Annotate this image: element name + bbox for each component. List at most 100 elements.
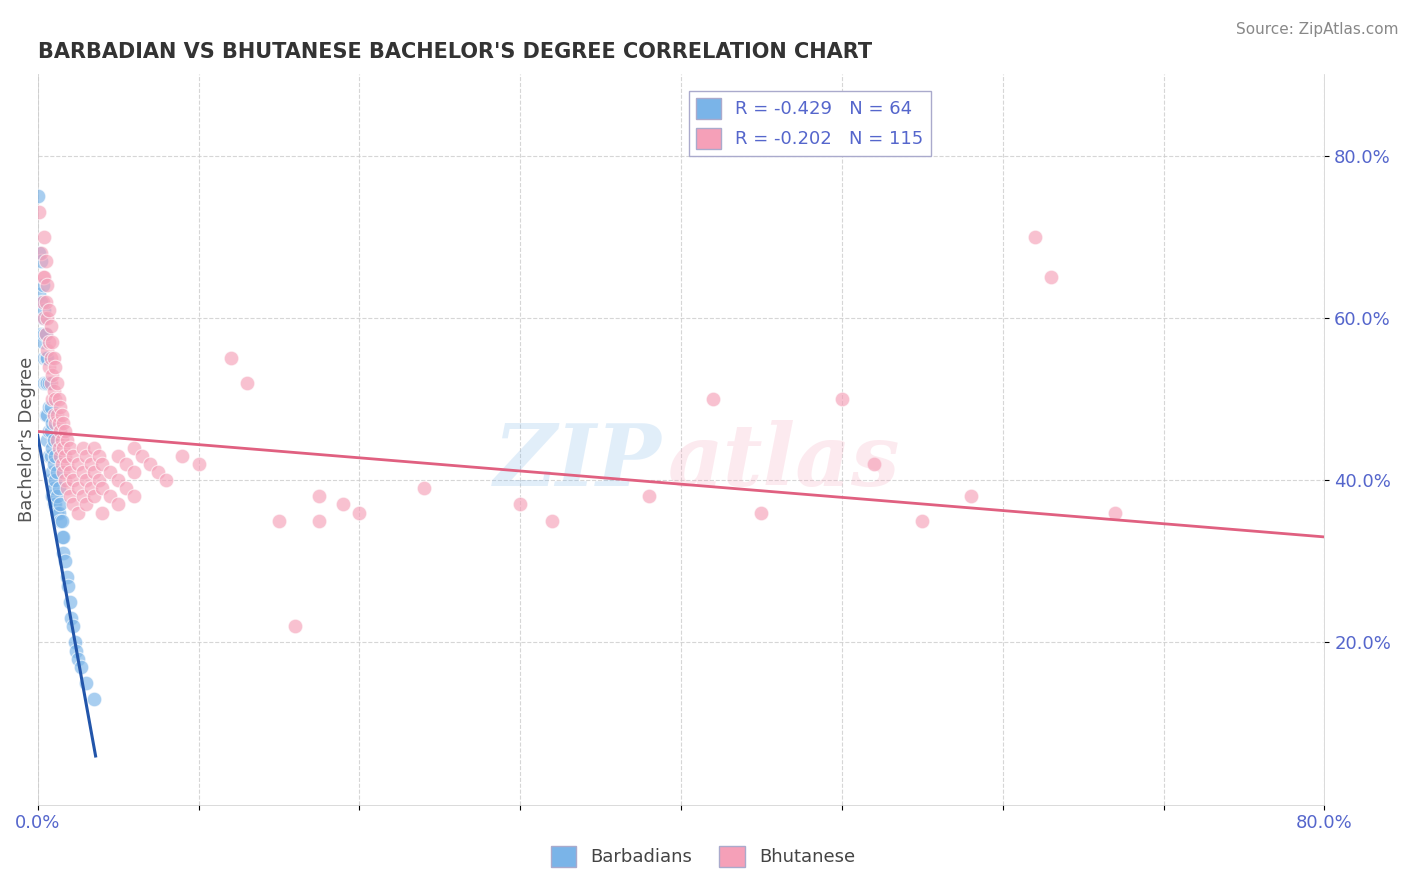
Point	[46, 408, 69, 422]
Point	[55, 457, 77, 471]
Point	[30, 327, 52, 342]
Point	[115, 457, 138, 471]
Point	[107, 449, 129, 463]
Point	[80, 481, 103, 495]
Point	[91, 457, 114, 471]
Point	[75, 449, 97, 463]
Point	[72, 465, 94, 479]
Point	[72, 441, 94, 455]
Point	[91, 506, 114, 520]
Point	[28, 286, 51, 301]
Point	[35, 327, 58, 342]
Point	[31, 310, 53, 325]
Point	[59, 595, 82, 609]
Point	[412, 481, 434, 495]
Point	[51, 433, 73, 447]
Point	[87, 449, 110, 463]
Point	[236, 376, 259, 390]
Point	[30, 246, 52, 260]
Point	[35, 408, 58, 422]
Point	[32, 310, 55, 325]
Point	[44, 417, 66, 431]
Point	[30, 294, 52, 309]
Point	[52, 417, 75, 431]
Point	[1039, 270, 1062, 285]
Point	[863, 457, 886, 471]
Point	[32, 376, 55, 390]
Point	[39, 376, 62, 390]
Point	[911, 514, 934, 528]
Point	[638, 489, 661, 503]
Point	[44, 498, 66, 512]
Point	[51, 457, 73, 471]
Point	[55, 481, 77, 495]
Point	[31, 278, 53, 293]
Point	[39, 318, 62, 333]
Point	[59, 441, 82, 455]
Point	[53, 554, 76, 568]
Point	[91, 481, 114, 495]
Point	[66, 651, 89, 665]
Point	[62, 498, 84, 512]
Point	[35, 294, 58, 309]
Point	[702, 392, 724, 406]
Text: Source: ZipAtlas.com: Source: ZipAtlas.com	[1236, 22, 1399, 37]
Point	[62, 449, 84, 463]
Point	[52, 465, 75, 479]
Point	[52, 441, 75, 455]
Point	[32, 327, 55, 342]
Point	[75, 498, 97, 512]
Point	[49, 449, 72, 463]
Point	[541, 514, 564, 528]
Point	[83, 465, 105, 479]
Point	[1024, 229, 1046, 244]
Point	[44, 449, 66, 463]
Point	[48, 441, 70, 455]
Point	[38, 335, 60, 350]
Point	[39, 473, 62, 487]
Point	[66, 506, 89, 520]
Point	[131, 449, 153, 463]
Point	[831, 392, 853, 406]
Point	[349, 506, 371, 520]
Point	[35, 351, 58, 366]
Point	[115, 481, 138, 495]
Point	[51, 514, 73, 528]
Point	[172, 449, 194, 463]
Point	[62, 473, 84, 487]
Point	[41, 441, 63, 455]
Point	[58, 579, 80, 593]
Text: atlas: atlas	[668, 420, 900, 503]
Point	[41, 392, 63, 406]
Point	[52, 546, 75, 560]
Point	[27, 189, 49, 203]
Point	[37, 376, 59, 390]
Point	[41, 417, 63, 431]
Point	[122, 441, 145, 455]
Point	[38, 400, 60, 414]
Point	[32, 351, 55, 366]
Point	[83, 441, 105, 455]
Point	[49, 514, 72, 528]
Point	[72, 489, 94, 503]
Point	[46, 433, 69, 447]
Point	[39, 351, 62, 366]
Point	[42, 433, 65, 447]
Point	[35, 376, 58, 390]
Point	[38, 425, 60, 439]
Point	[44, 473, 66, 487]
Point	[38, 449, 60, 463]
Point	[59, 489, 82, 503]
Point	[32, 270, 55, 285]
Point	[37, 351, 59, 366]
Point	[87, 473, 110, 487]
Point	[42, 457, 65, 471]
Point	[41, 335, 63, 350]
Point	[42, 351, 65, 366]
Y-axis label: Bachelor's Degree: Bachelor's Degree	[18, 357, 35, 522]
Point	[62, 619, 84, 633]
Point	[70, 659, 93, 673]
Point	[41, 368, 63, 382]
Point	[139, 457, 162, 471]
Point	[44, 359, 66, 374]
